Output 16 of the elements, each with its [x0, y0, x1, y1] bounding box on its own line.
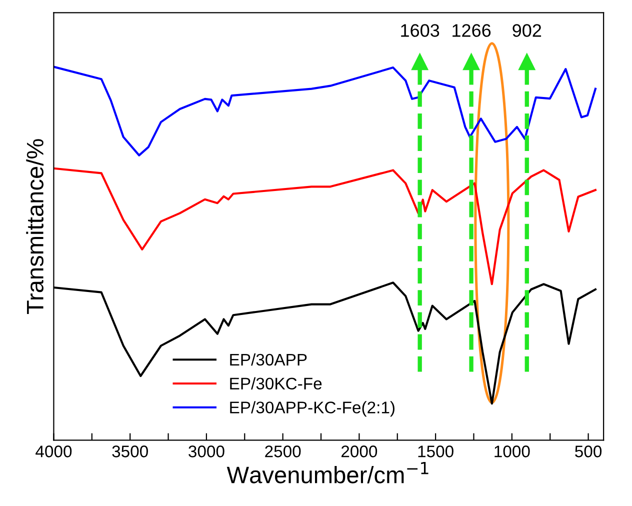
x-tick-label: 2000 — [341, 446, 378, 458]
x-axis-title: Wavenumber/cm$^{−1}$ — [226, 462, 428, 484]
y-axis-title: Transmittance/% — [26, 139, 44, 314]
x-tick-label: 500 — [575, 446, 602, 458]
x-tick-label: 1000 — [494, 446, 530, 458]
legend-label: EP/30KC-Fe — [230, 377, 322, 390]
x-tick-label: 3500 — [112, 446, 148, 458]
ref-line-label: 902 — [512, 24, 542, 37]
ref-line-label: 1266 — [452, 24, 491, 37]
legend-label: EP/30APP-KC-Fe(2:1) — [230, 401, 394, 417]
x-tick-label: 3000 — [188, 446, 224, 458]
x-tick-label: 1500 — [418, 446, 454, 458]
ref-line-label: 1603 — [401, 24, 440, 37]
x-tick-label: 2500 — [265, 446, 301, 458]
x-tick-label: 4000 — [36, 446, 72, 458]
legend-label: EP/30APP — [230, 353, 307, 366]
